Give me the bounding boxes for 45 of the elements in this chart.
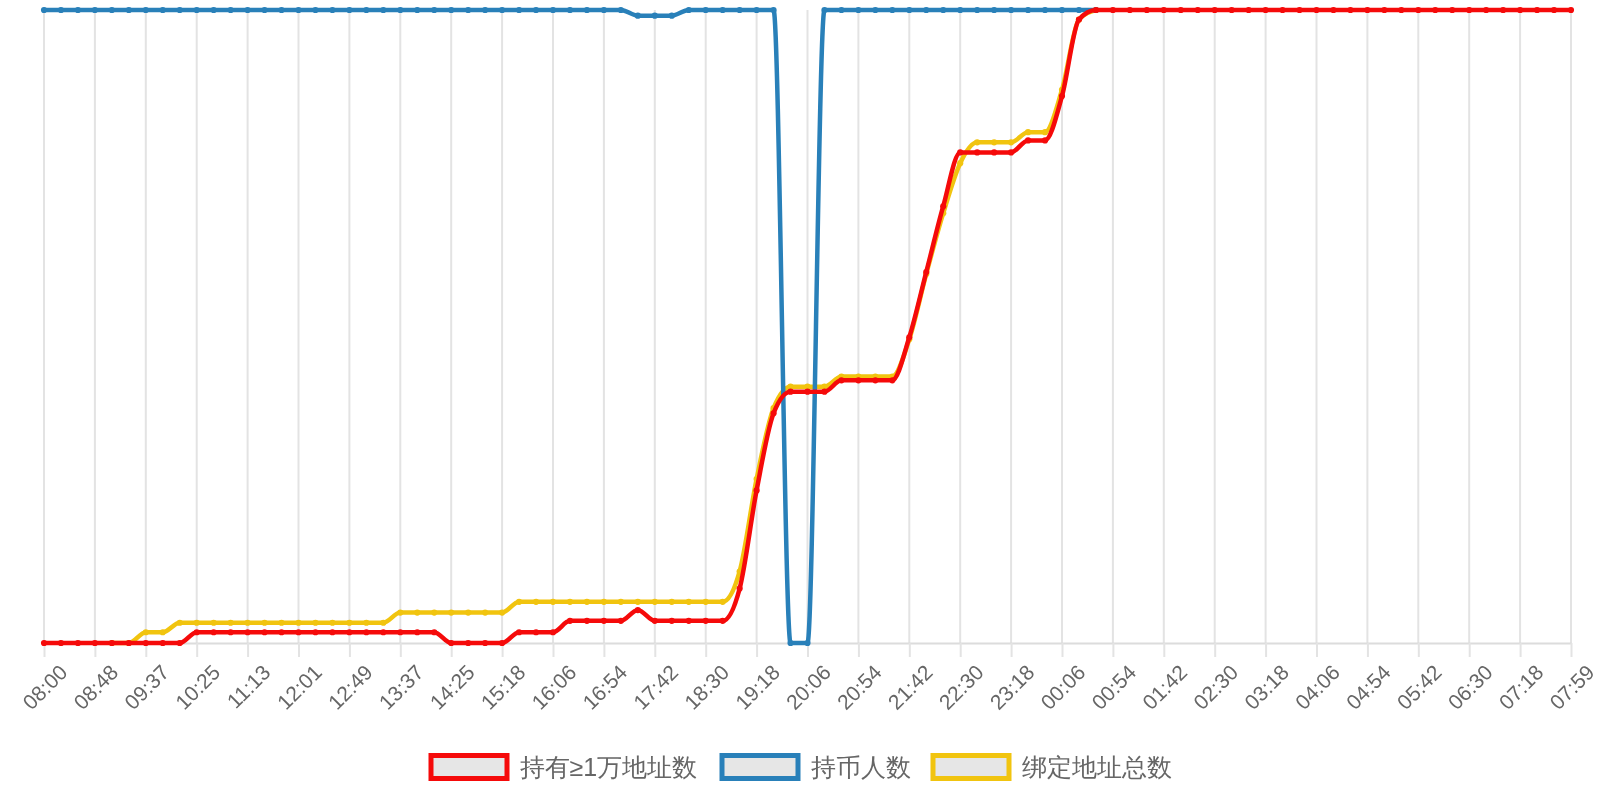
legend-label: 持有≥1万地址数 xyxy=(519,753,698,781)
point xyxy=(1041,129,1049,136)
point xyxy=(499,609,506,616)
point xyxy=(600,598,607,605)
point xyxy=(312,619,319,626)
point xyxy=(651,598,658,605)
point xyxy=(702,598,709,605)
point xyxy=(329,619,336,626)
legend-label: 绑定地址总数 xyxy=(1021,753,1172,781)
point xyxy=(363,619,370,626)
point xyxy=(414,609,421,616)
point xyxy=(617,598,624,605)
point xyxy=(549,598,557,605)
point xyxy=(278,619,285,626)
point xyxy=(719,598,726,605)
point xyxy=(821,383,828,390)
point xyxy=(957,160,964,167)
point xyxy=(380,619,387,626)
point xyxy=(244,619,251,626)
point xyxy=(227,619,234,626)
point xyxy=(685,598,692,605)
point xyxy=(515,598,523,605)
point xyxy=(431,609,438,616)
point xyxy=(634,598,641,605)
legend-label: 持币人数 xyxy=(810,753,911,781)
point xyxy=(295,619,302,626)
point xyxy=(397,609,404,616)
point xyxy=(159,629,166,636)
point xyxy=(583,598,591,605)
point xyxy=(668,598,675,605)
point xyxy=(210,619,217,626)
point xyxy=(193,619,200,626)
point xyxy=(142,629,149,636)
point xyxy=(448,609,455,616)
point xyxy=(482,609,489,616)
point xyxy=(991,139,998,146)
point xyxy=(1024,129,1032,136)
point xyxy=(974,139,981,146)
point xyxy=(261,619,268,626)
point xyxy=(1008,139,1015,146)
point xyxy=(176,619,183,626)
point xyxy=(465,609,472,616)
point xyxy=(346,619,353,626)
point xyxy=(532,598,540,605)
point xyxy=(566,598,574,605)
